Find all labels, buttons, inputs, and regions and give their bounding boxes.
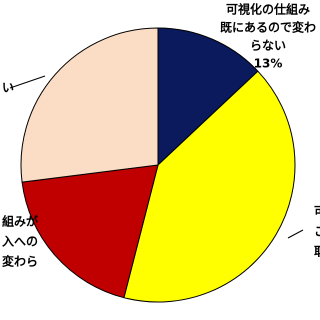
- slice-label: らない: [250, 39, 286, 53]
- slice-label: こ: [314, 225, 320, 239]
- leader-line: [287, 229, 304, 239]
- slice-label: 入への: [2, 235, 38, 249]
- value-label: 13%: [254, 57, 283, 71]
- slice-label: 可: [314, 205, 320, 219]
- pie-slice: [123, 70, 296, 303]
- pie-slice: [20, 27, 159, 183]
- pie-slice: [21, 164, 159, 299]
- slice-label: 可視化の仕組み: [226, 2, 310, 17]
- slice-label: 取: [314, 245, 320, 259]
- slice-label: 既にあるので変わ: [220, 20, 316, 35]
- slice-label: 変わら: [2, 254, 38, 269]
- slice-label: い: [2, 81, 14, 95]
- pie-slice: [157, 27, 259, 167]
- slice-label: 組みが: [2, 214, 38, 229]
- leader-line: [9, 75, 46, 89]
